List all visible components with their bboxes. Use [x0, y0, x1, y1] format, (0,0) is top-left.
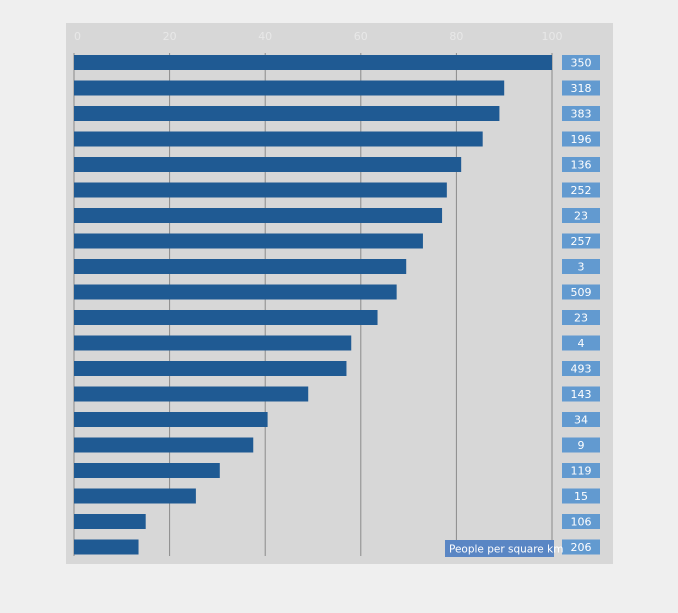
x-tick-label: 60: [354, 30, 368, 43]
value-label-box: [562, 437, 600, 453]
value-label-box: [562, 157, 600, 172]
bar: [74, 437, 254, 453]
x-tick-label: 100: [542, 30, 563, 43]
value-label: 3: [578, 261, 585, 274]
bar: [74, 157, 462, 172]
bar: [74, 539, 139, 555]
value-label-box: [562, 233, 600, 249]
bar: [74, 386, 309, 402]
value-label: 143: [571, 388, 592, 401]
bar: [74, 182, 447, 198]
bar: [74, 131, 483, 147]
bar: [74, 106, 500, 121]
value-label-box: [562, 80, 600, 96]
value-labels: 350 318 383 196 136 252 23 257 3 509 23 4 493 143 34 9 1…: [562, 55, 600, 555]
bars: [74, 55, 552, 555]
value-label: 252: [571, 184, 592, 197]
bar: [74, 361, 347, 376]
value-label-box: [562, 463, 600, 478]
value-label-box: [562, 259, 600, 274]
value-label-box: [562, 386, 600, 402]
unit-label-group: People per square km: [445, 540, 563, 557]
value-label: 9: [578, 439, 585, 452]
bar: [74, 80, 505, 96]
bar: [74, 488, 196, 504]
value-label-box: [562, 412, 600, 427]
value-label: 136: [571, 159, 592, 172]
value-label-box: [562, 335, 600, 351]
value-label: 318: [571, 82, 592, 95]
bar-chart: 0 20 40 60 80 100 350 318 383 196 136 252 23 257 3 509…: [73, 30, 600, 557]
value-label: 493: [571, 363, 592, 376]
bar: [74, 208, 443, 223]
value-label-box: [562, 310, 600, 325]
bar: [74, 259, 407, 274]
bar: [74, 233, 423, 249]
value-label: 15: [574, 490, 588, 503]
bar: [74, 55, 552, 70]
bar: [74, 412, 268, 427]
grid-lines: [73, 53, 553, 556]
value-label: 4: [578, 337, 585, 350]
chart-panel: 0 20 40 60 80 100 350 318 383 196 136 252 23 257 3 509…: [66, 23, 613, 564]
value-label: 257: [571, 235, 592, 248]
value-label-box: [562, 106, 600, 121]
bar: [74, 514, 146, 529]
value-label-box: [562, 539, 600, 555]
value-label: 509: [571, 286, 592, 299]
value-label: 119: [571, 465, 592, 478]
value-label-box: [562, 284, 600, 300]
value-label: 23: [574, 312, 588, 325]
x-tick-label: 40: [258, 30, 272, 43]
bar: [74, 310, 378, 325]
value-label-box: [562, 488, 600, 504]
value-label: 350: [571, 57, 592, 70]
x-axis-ticks: 0 20 40 60 80 100: [74, 30, 563, 43]
value-label: 23: [574, 210, 588, 223]
bar: [74, 284, 397, 300]
x-tick-label: 0: [74, 30, 81, 43]
x-tick-label: 20: [163, 30, 177, 43]
value-label-box: [562, 55, 600, 70]
value-label: 383: [571, 108, 592, 121]
value-label: 106: [571, 516, 592, 529]
value-label-box: [562, 514, 600, 529]
value-label-box: [562, 208, 600, 223]
unit-label-box: [445, 540, 554, 557]
value-label: 196: [571, 133, 592, 146]
value-label-box: [562, 361, 600, 376]
value-label: 34: [574, 414, 588, 427]
unit-label: People per square km: [449, 544, 563, 556]
value-label: 206: [571, 541, 592, 554]
bar: [74, 463, 220, 478]
value-label-box: [562, 131, 600, 147]
x-tick-label: 80: [449, 30, 463, 43]
value-label-box: [562, 182, 600, 198]
bar: [74, 335, 352, 351]
